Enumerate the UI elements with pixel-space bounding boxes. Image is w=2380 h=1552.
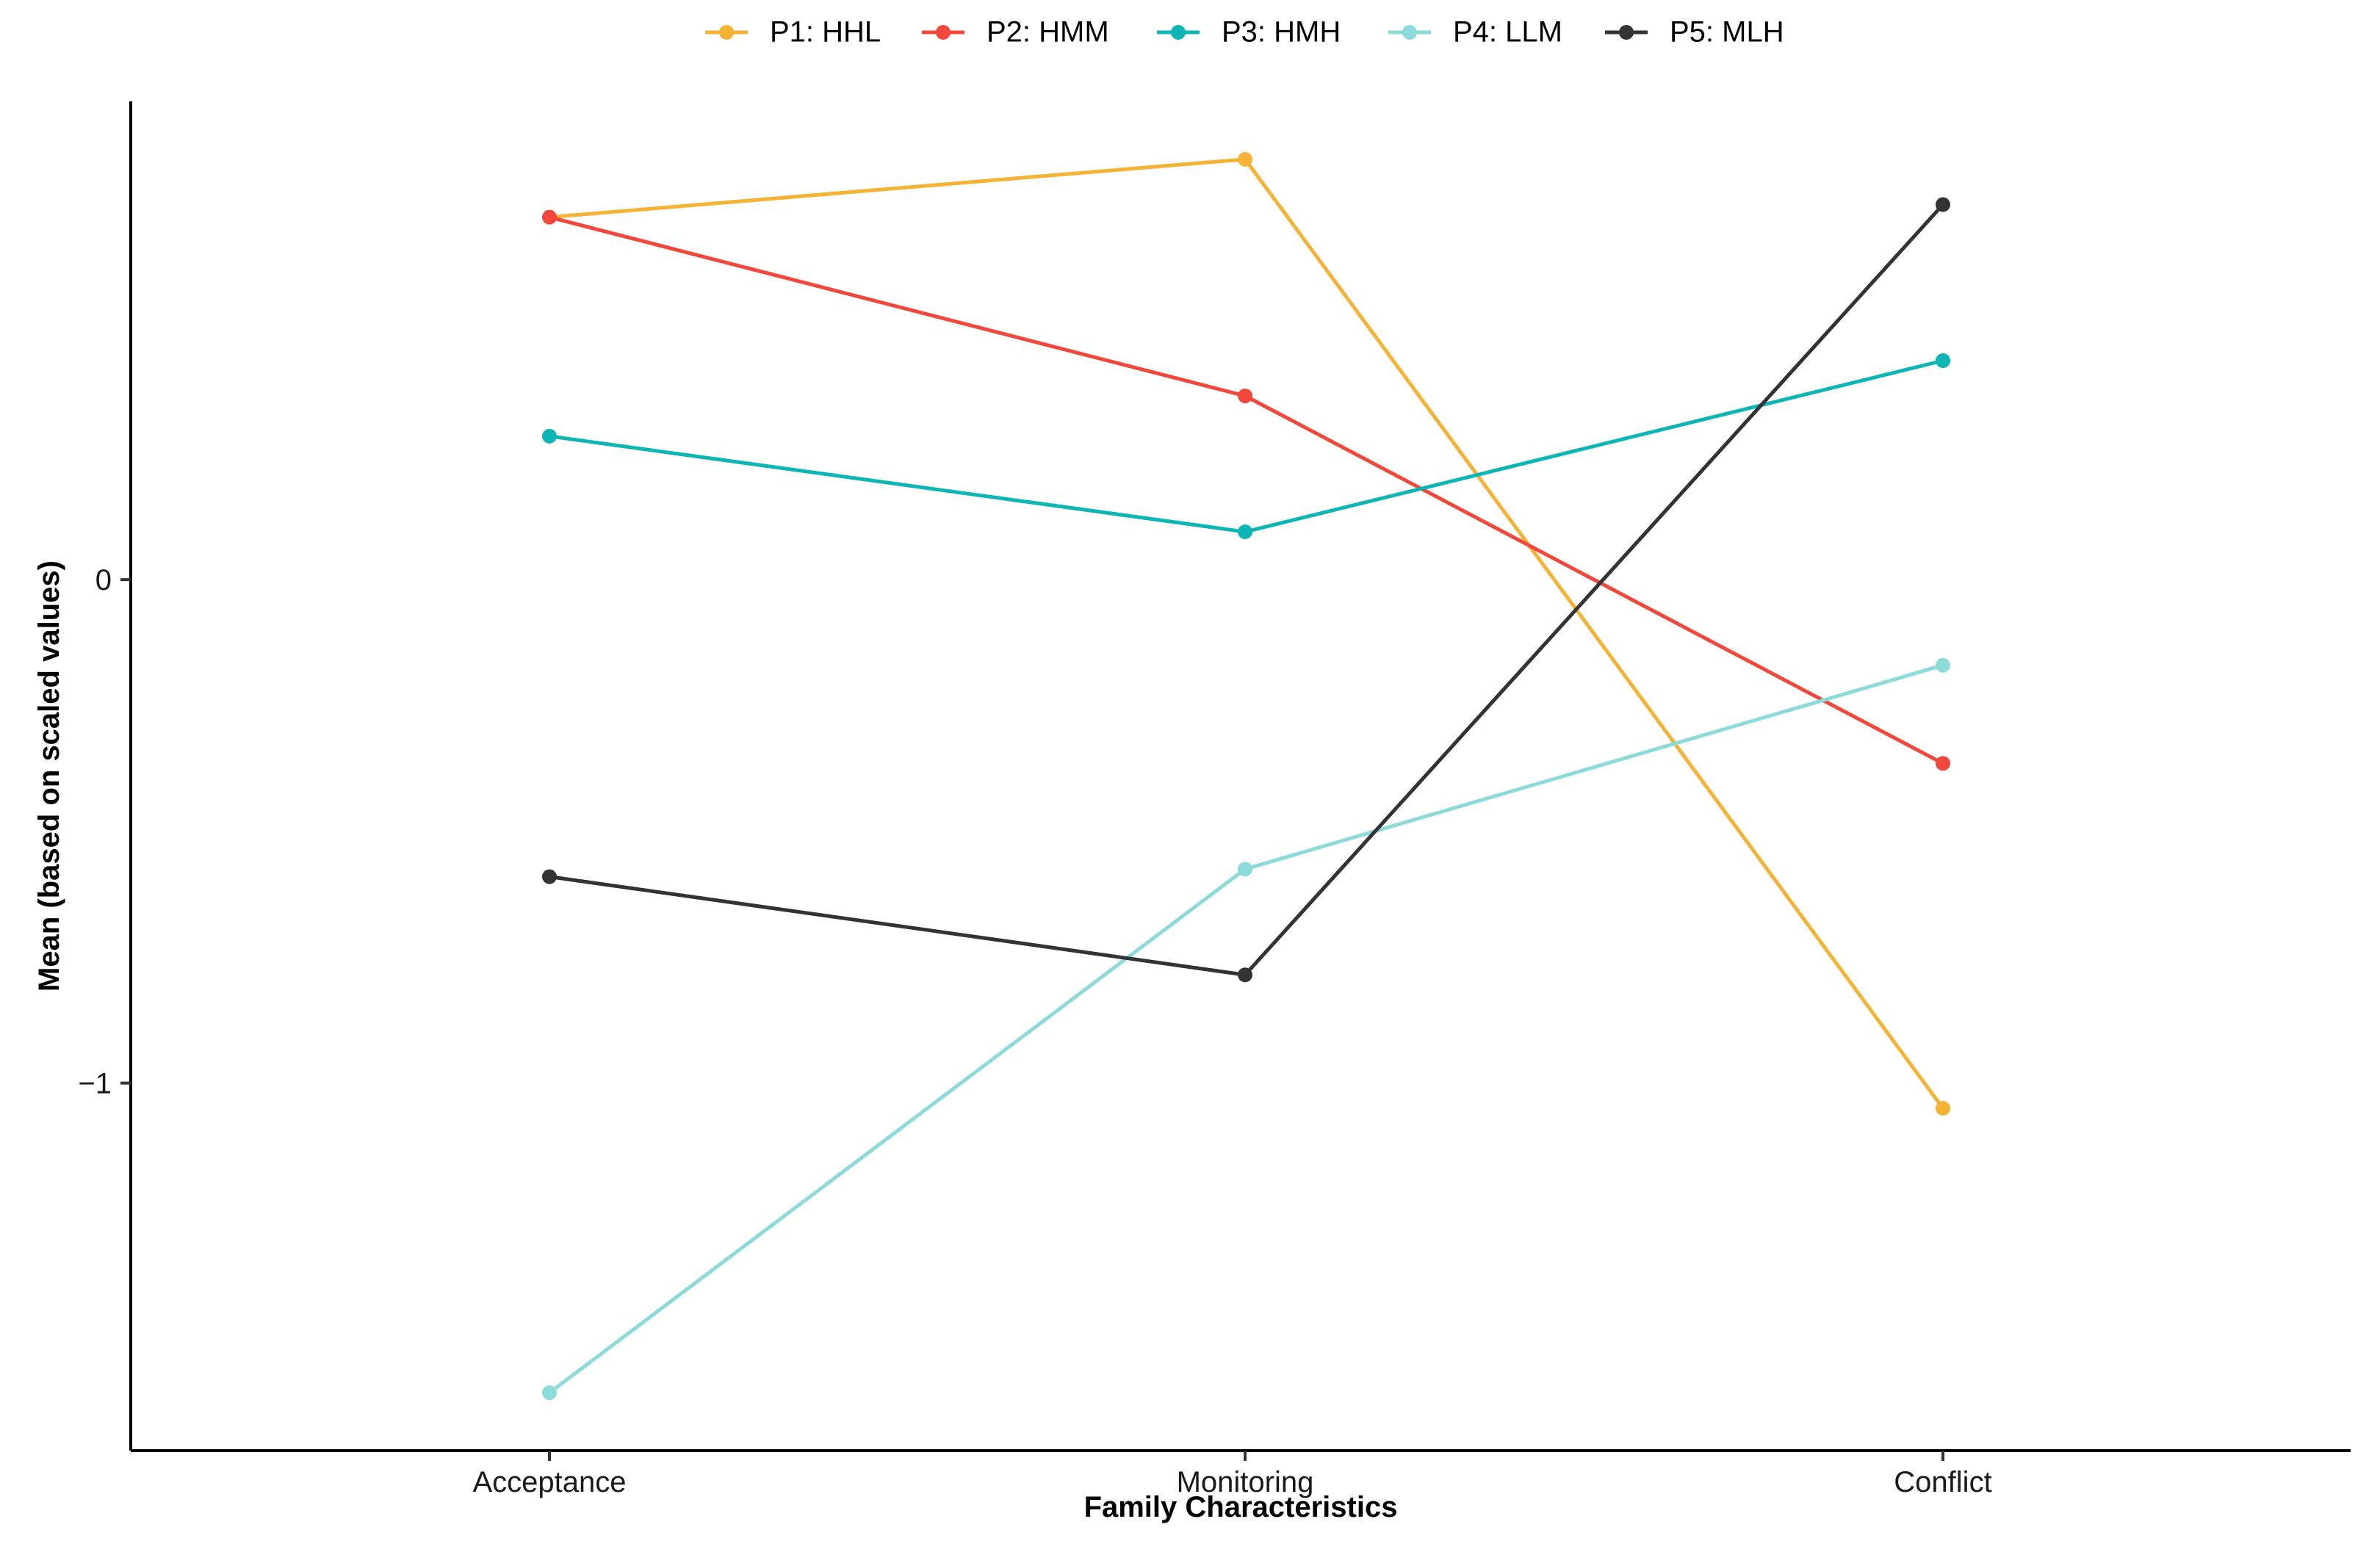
x-tick-label: Acceptance: [472, 1466, 626, 1498]
x-axis-title: Family Characteristics: [1084, 1491, 1398, 1523]
legend-label: P2: HMM: [987, 16, 1109, 48]
data-point-p5-conflict: [1936, 197, 1950, 212]
x-axis-ticks: Acceptance Monitoring Conflict: [472, 1451, 1992, 1498]
data-point-p4-monitoring: [1238, 862, 1252, 877]
legend-label: P5: MLH: [1670, 16, 1784, 48]
series-line-p1: [549, 157, 1945, 1110]
data-point-p5-monitoring: [1238, 967, 1252, 983]
y-tick-label: 0: [95, 564, 112, 596]
data-point-p1-monitoring: [1238, 151, 1252, 167]
data-point-p2-conflict: [1936, 756, 1950, 771]
legend-key-point: [1619, 25, 1634, 40]
data-point-p5-acceptance: [542, 869, 557, 884]
legend-label: P1: HHL: [770, 16, 881, 48]
data-point-p4-conflict: [1936, 657, 1950, 673]
data-point-p3-conflict: [1936, 353, 1950, 369]
y-axis-ticks: 0 −1: [78, 564, 131, 1100]
x-tick-label: Monitoring: [1177, 1466, 1314, 1498]
legend-item-p4: P4: LLM: [1388, 16, 1562, 48]
legend-key-point: [1402, 25, 1417, 40]
data-point-p1-conflict: [1936, 1100, 1950, 1116]
data-point-p3-monitoring: [1238, 524, 1252, 540]
axes: [129, 101, 2351, 1452]
series-line-p5: [549, 203, 1944, 977]
legend-item-p1: P1: HHL: [705, 16, 881, 48]
series-line-p4: [548, 663, 1944, 1395]
series-line-p2: [549, 215, 1944, 765]
data-point-p3-acceptance: [542, 428, 557, 444]
x-tick-label: Conflict: [1894, 1466, 1991, 1498]
data-point-p4-acceptance: [542, 1385, 557, 1401]
y-tick-label: −1: [78, 1068, 112, 1100]
series-points: [542, 151, 1950, 1401]
legend: P1: HHL P2: HMM P3: HMH P4: LLM P5: MLH: [705, 16, 1784, 48]
series-lines: [548, 157, 1945, 1395]
legend-key-point: [719, 25, 734, 40]
legend-item-p5: P5: MLH: [1605, 16, 1784, 48]
legend-item-p2: P2: HMM: [922, 16, 1109, 48]
legend-label: P3: HMH: [1222, 16, 1341, 48]
legend-label: P4: LLM: [1453, 16, 1562, 48]
legend-key-point: [1171, 25, 1186, 40]
y-axis-title: Mean (based on scaled values): [33, 560, 65, 992]
legend-item-p3: P3: HMH: [1157, 16, 1341, 48]
data-point-p2-monitoring: [1238, 388, 1252, 403]
legend-key-point: [936, 25, 951, 40]
series-line-p3: [549, 358, 1944, 534]
data-point-p2-acceptance: [542, 209, 557, 225]
